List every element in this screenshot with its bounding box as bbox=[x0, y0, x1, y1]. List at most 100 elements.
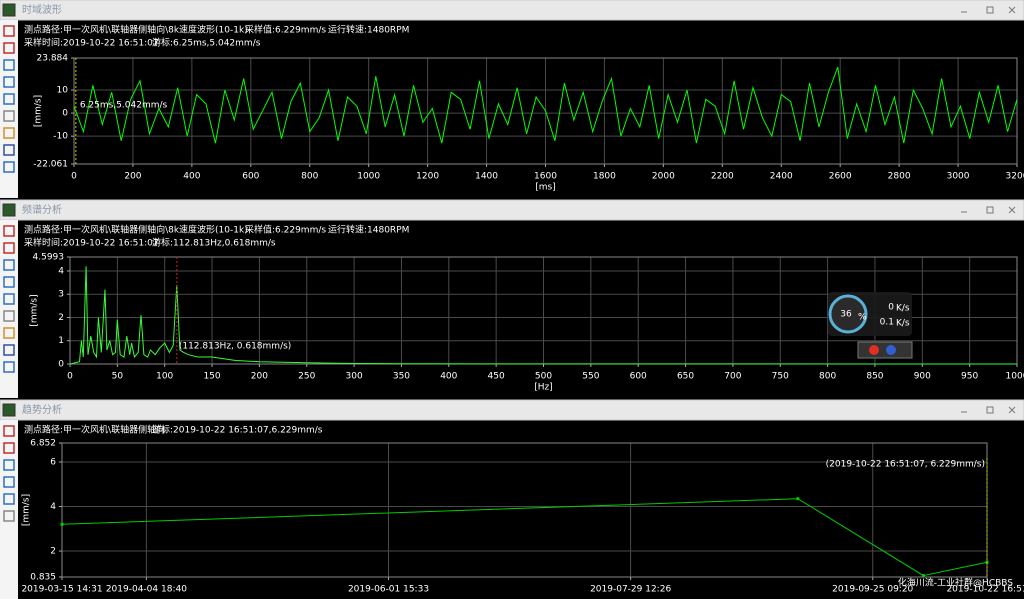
info-text: 运行转速:1480RPM bbox=[328, 24, 409, 36]
tool-button[interactable] bbox=[3, 493, 15, 505]
close-button[interactable] bbox=[1008, 206, 1016, 214]
window-title: 频谱分析 bbox=[22, 203, 62, 216]
x-tick-label: 550 bbox=[582, 372, 599, 382]
x-tick-label: 0 bbox=[71, 172, 77, 182]
x-axis-label: [Hz] bbox=[534, 383, 553, 393]
x-tick-label: 600 bbox=[242, 172, 259, 182]
tool-button[interactable] bbox=[3, 361, 15, 373]
x-tick-label: 1400 bbox=[475, 172, 498, 182]
x-tick-label: 200 bbox=[251, 372, 268, 382]
cursor-label: 6.25ms,5.042mm/s bbox=[80, 101, 168, 111]
tool-button[interactable] bbox=[3, 459, 15, 471]
tool-button[interactable] bbox=[3, 25, 15, 37]
data-line bbox=[69, 266, 1018, 365]
tool-button[interactable] bbox=[3, 476, 15, 488]
x-tick-label: 2000 bbox=[652, 172, 675, 182]
y-tick-label: 3 bbox=[58, 290, 64, 300]
x-tick-label: 100 bbox=[156, 372, 173, 382]
x-tick-label: 0 bbox=[67, 372, 73, 382]
x-axis-label: [ms] bbox=[535, 183, 555, 193]
info-text: 测点路径:甲一次风机\联轴器侧轴向\8k速度波形(10-1k) bbox=[24, 224, 248, 236]
info-text: 采样值:6.229mm/s bbox=[245, 224, 326, 236]
tool-button[interactable] bbox=[3, 442, 15, 454]
x-tick-label: 2019-03-15 14:31 bbox=[21, 585, 102, 595]
x-tick-label: 700 bbox=[724, 372, 741, 382]
help-icon bbox=[886, 345, 896, 355]
data-line bbox=[73, 66, 1018, 144]
info-text: 测点路径:甲一次风机\联轴器侧轴向 bbox=[24, 424, 165, 436]
progress-ring bbox=[828, 294, 868, 334]
tool-button[interactable] bbox=[3, 327, 15, 339]
y-tick-label: 0.835 bbox=[30, 573, 56, 583]
x-tick-label: 150 bbox=[203, 372, 220, 382]
tool-button[interactable] bbox=[3, 310, 15, 322]
window-icon bbox=[2, 403, 16, 417]
tool-button[interactable] bbox=[3, 127, 15, 139]
maximize-button[interactable] bbox=[986, 206, 994, 214]
data-line bbox=[61, 498, 988, 577]
title-bar bbox=[0, 0, 1024, 21]
y-tick-label: 10 bbox=[57, 86, 69, 96]
tool-button[interactable] bbox=[3, 93, 15, 105]
maximize-button[interactable] bbox=[986, 406, 994, 414]
window-title: 趋势分析 bbox=[22, 403, 62, 416]
info-text: 游标:6.25ms,5.042mm/s bbox=[152, 37, 261, 49]
download-speed: 0.1 bbox=[880, 318, 894, 328]
tool-button[interactable] bbox=[3, 225, 15, 237]
ime-bar[interactable] bbox=[857, 341, 913, 359]
close-button[interactable] bbox=[1008, 406, 1016, 414]
tool-button[interactable] bbox=[3, 293, 15, 305]
x-tick-label: 950 bbox=[961, 372, 978, 382]
tool-button[interactable] bbox=[3, 161, 15, 173]
x-tick-label: 500 bbox=[535, 372, 552, 382]
x-tick-label: 1000 bbox=[357, 172, 380, 182]
x-tick-label: 3200 bbox=[1006, 172, 1024, 182]
data-point bbox=[921, 574, 925, 578]
y-tick-label: 6 bbox=[50, 457, 56, 467]
x-tick-label: 50 bbox=[112, 372, 124, 382]
upload-speed: 0 bbox=[888, 303, 894, 313]
tool-button[interactable] bbox=[3, 42, 15, 54]
y-axis-label: [mm/s] bbox=[30, 294, 40, 326]
x-tick-label: 2600 bbox=[829, 172, 852, 182]
ime-icon bbox=[869, 345, 879, 355]
x-tick-label: 450 bbox=[488, 372, 505, 382]
info-text: 测点路径:甲一次风机\联轴器侧轴向\8k速度波形(10-1k) bbox=[24, 24, 248, 36]
tool-button[interactable] bbox=[3, 344, 15, 356]
x-tick-label: 850 bbox=[866, 372, 883, 382]
title-bar bbox=[0, 399, 1024, 421]
info-text: 运行转速:1480RPM bbox=[328, 224, 409, 236]
tool-button[interactable] bbox=[3, 242, 15, 254]
tool-button[interactable] bbox=[3, 259, 15, 271]
info-text: 游标:2019-10-22 16:51:07,6.229mm/s bbox=[152, 424, 323, 436]
maximize-button[interactable] bbox=[986, 6, 994, 14]
progress-percent: 36 bbox=[840, 310, 852, 320]
x-tick-label: 400 bbox=[183, 172, 200, 182]
toolbar bbox=[0, 420, 18, 599]
window-icon bbox=[2, 203, 16, 217]
window-title: 时域波形 bbox=[22, 3, 62, 16]
tool-button[interactable] bbox=[3, 510, 15, 522]
upload-unit: K/s bbox=[896, 304, 910, 314]
y-tick-label: 4 bbox=[50, 502, 56, 512]
x-tick-label: 350 bbox=[393, 372, 410, 382]
x-tick-label: 750 bbox=[772, 372, 789, 382]
x-tick-label: 2400 bbox=[770, 172, 793, 182]
tool-button[interactable] bbox=[3, 276, 15, 288]
x-tick-label: 800 bbox=[819, 372, 836, 382]
cursor-label: (112.813Hz, 0.618mm/s) bbox=[179, 342, 291, 352]
tool-button[interactable] bbox=[3, 76, 15, 88]
tool-button[interactable] bbox=[3, 110, 15, 122]
tool-button[interactable] bbox=[3, 59, 15, 71]
x-tick-label: 1600 bbox=[534, 172, 557, 182]
x-tick-label: 3000 bbox=[947, 172, 970, 182]
close-button[interactable] bbox=[1008, 6, 1016, 14]
x-tick-label: 400 bbox=[440, 372, 457, 382]
y-tick-label: 4 bbox=[58, 266, 64, 276]
tool-button[interactable] bbox=[3, 425, 15, 437]
tool-button[interactable] bbox=[3, 144, 15, 156]
x-tick-label: 250 bbox=[298, 372, 315, 382]
x-tick-label: 650 bbox=[677, 372, 694, 382]
y-axis-label: [mm/s] bbox=[34, 95, 44, 127]
